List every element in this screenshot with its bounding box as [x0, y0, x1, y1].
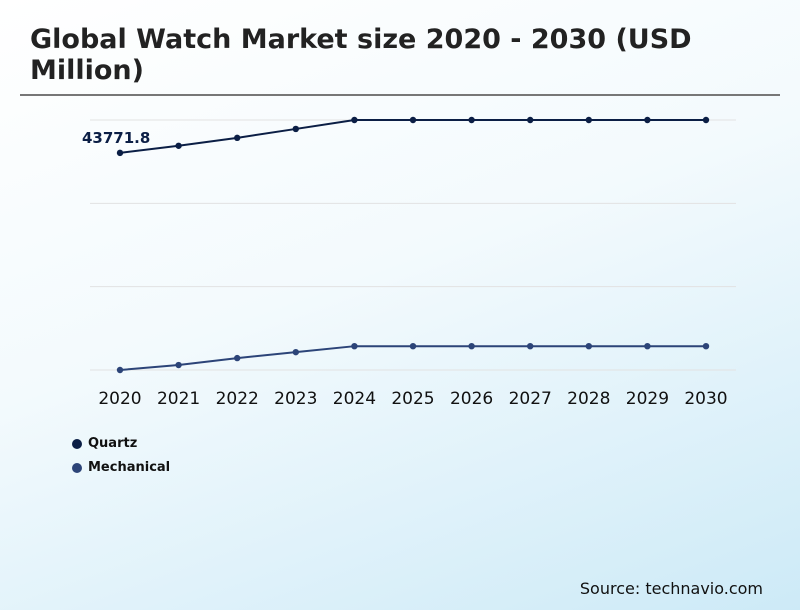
x-tick-label: 2024 — [333, 389, 376, 409]
data-point-quartz — [644, 116, 651, 124]
data-point-mechanical — [702, 342, 710, 350]
legend-dot-mechanical — [72, 462, 82, 473]
data-point-quartz — [527, 116, 534, 124]
data-point-mechanical — [527, 342, 534, 350]
legend-dot-quartz — [72, 438, 82, 449]
data-point-quartz — [351, 116, 358, 124]
data-point-quartz — [234, 134, 241, 142]
data-point-quartz — [409, 116, 417, 124]
data-point-mechanical — [175, 361, 182, 369]
data-point-quartz — [585, 116, 592, 124]
data-label: 43771.8 — [82, 129, 150, 147]
legend-label-mechanical: Mechanical — [88, 460, 171, 475]
title-divider — [20, 94, 780, 96]
series-line-quartz — [119, 119, 706, 154]
legend-label-quartz: Quartz — [88, 436, 138, 451]
data-point-quartz — [702, 116, 710, 124]
data-point-mechanical — [234, 354, 241, 362]
x-tick-label: 2029 — [626, 389, 669, 409]
data-point-quartz — [468, 116, 475, 124]
data-point-mechanical — [116, 366, 124, 374]
x-tick-label: 2025 — [391, 389, 434, 409]
data-point-quartz — [175, 142, 182, 149]
x-tick-label: 2020 — [98, 389, 141, 409]
x-tick-label: 2021 — [157, 389, 200, 409]
x-tick-label: 2027 — [509, 389, 552, 409]
x-tick-label: 2022 — [216, 389, 259, 409]
data-point-mechanical — [409, 342, 417, 350]
legend-item-mechanical: Mechanical — [72, 460, 170, 475]
data-point-mechanical — [351, 342, 358, 350]
series-line-mechanical — [119, 345, 706, 371]
data-point-mechanical — [585, 342, 592, 350]
chart-title: Global Watch Market size 2020 - 2030 (US… — [30, 24, 692, 86]
x-tick-label: 2028 — [567, 389, 610, 409]
x-tick-label: 2026 — [450, 389, 493, 409]
data-point-mechanical — [468, 342, 475, 350]
data-point-mechanical — [644, 342, 651, 350]
legend-item-quartz: Quartz — [72, 436, 137, 451]
x-tick-label: 2023 — [274, 389, 317, 409]
data-point-quartz — [292, 125, 299, 133]
source-note: Source: technavio.com — [579, 579, 763, 598]
x-tick-label: 2030 — [684, 389, 727, 409]
data-point-mechanical — [292, 348, 299, 356]
data-point-quartz — [116, 149, 124, 157]
